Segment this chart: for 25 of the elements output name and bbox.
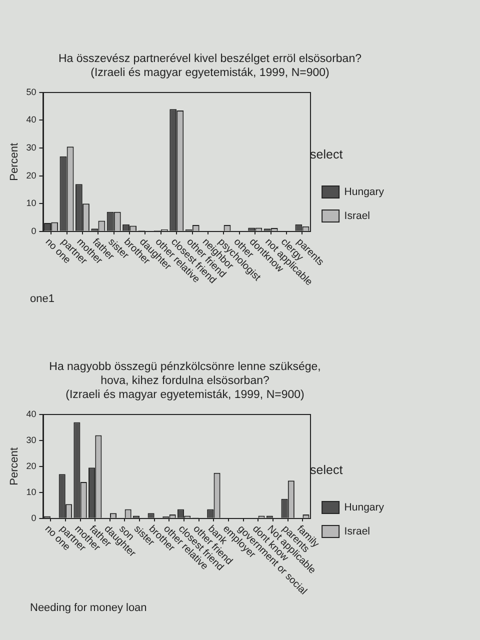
text: Needing for money loan	[30, 602, 148, 614]
y-tick-label: 30	[26, 434, 36, 445]
y-tick-label: 50	[26, 86, 36, 97]
legend-label: Israel	[344, 210, 370, 222]
y-tick-label: 0	[31, 512, 36, 523]
chart-subtitle: (Izraeli és magyar egyetemisták, 1999, N=900)	[90, 66, 330, 80]
y-tick-label: 20	[26, 460, 36, 471]
y-tick-label: 0	[31, 226, 36, 236]
y-tick-label: 30	[26, 142, 36, 152]
y-tick-label: 10	[26, 198, 36, 208]
chart-title: Ha összevész partnerével kivel beszélget erröl elsösorban?	[58, 52, 362, 66]
legend-label: Israel	[344, 525, 370, 538]
y-axis-title: Percent	[8, 142, 21, 181]
legend-label: Hungary	[344, 186, 385, 198]
chart-title: Ha nagyobb összegü pénzkölcsönre lenne szüksége, hova, kihez fordulna elsösorban?	[48, 360, 322, 388]
text: one1	[30, 293, 56, 305]
y-tick-label: 40	[26, 114, 36, 125]
legend-label: Hungary	[344, 501, 385, 514]
legend-title: select	[310, 463, 344, 478]
y-tick-label: 20	[26, 170, 36, 180]
y-axis-title: Percent	[8, 447, 21, 486]
y-tick-label: 10	[26, 486, 36, 497]
legend-title: select	[310, 148, 344, 162]
y-tick-label: 40	[26, 408, 36, 419]
chart-subtitle: (Izraeli és magyar egyetemisták, 1999, N=900)	[64, 388, 306, 402]
